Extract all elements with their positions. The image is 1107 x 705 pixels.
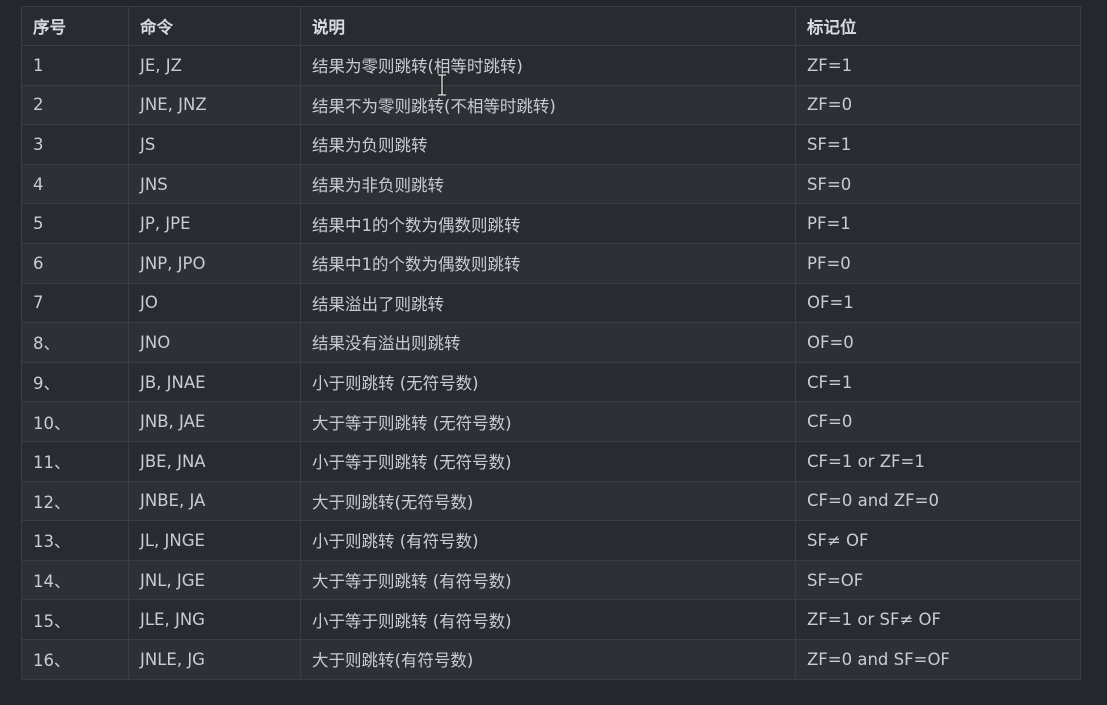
cell-index: 9、 [21, 361, 129, 403]
header-flags: 标记位 [795, 6, 1081, 46]
table-row: 1 JE, JZ 结果为零则跳转(相等时跳转) ZF=1 [21, 45, 1081, 86]
cell-command: JNO [128, 322, 301, 363]
cell-index: 11、 [21, 440, 129, 482]
cell-flags: ZF=0 [795, 84, 1081, 126]
cell-description: 结果没有溢出则跳转 [300, 322, 796, 363]
table-row: 10、 JNB, JAE 大于等于则跳转 (无符号数) CF=0 [21, 401, 1081, 442]
cell-description: 大于则跳转(有符号数) [300, 638, 796, 680]
cell-command: JB, JNAE [128, 361, 301, 403]
cell-description: 结果中1的个数为偶数则跳转 [300, 203, 796, 244]
cell-index: 12、 [21, 480, 129, 522]
cell-index: 4 [21, 163, 129, 205]
cell-flags: SF=OF [795, 559, 1081, 601]
cell-index: 15、 [21, 599, 129, 640]
cell-description: 结果不为零则跳转(不相等时跳转) [300, 84, 796, 126]
table-row: 5 JP, JPE 结果中1的个数为偶数则跳转 PF=1 [21, 203, 1081, 244]
table-row: 11、 JBE, JNA 小于等于则跳转 (无符号数) CF=1 or ZF=1 [21, 440, 1081, 482]
cell-description: 结果为非负则跳转 [300, 163, 796, 205]
cell-index: 7 [21, 282, 129, 324]
cell-description: 大于等于则跳转 (有符号数) [300, 559, 796, 601]
cell-flags: OF=1 [795, 282, 1081, 324]
table-row: 15、 JLE, JNG 小于等于则跳转 (有符号数) ZF=1 or SF≠ OF [21, 599, 1081, 640]
cell-flags: SF≠ OF [795, 520, 1081, 561]
cell-description: 大于等于则跳转 (无符号数) [300, 401, 796, 442]
cell-flags: CF=1 or ZF=1 [795, 440, 1081, 482]
table-row: 3 JS 结果为负则跳转 SF=1 [21, 124, 1081, 165]
cell-flags: CF=0 and ZF=0 [795, 480, 1081, 522]
cell-index: 3 [21, 124, 129, 165]
cell-index: 8、 [21, 322, 129, 363]
cell-index: 2 [21, 84, 129, 126]
cell-flags: PF=1 [795, 203, 1081, 244]
cell-flags: PF=0 [795, 242, 1081, 284]
cell-description: 结果为负则跳转 [300, 124, 796, 165]
cell-index: 16、 [21, 638, 129, 680]
header-row: 序号 命令 说明 标记位 [21, 6, 1081, 46]
cell-command: JBE, JNA [128, 440, 301, 482]
cell-command: JNS [128, 163, 301, 205]
cell-index: 1 [21, 45, 129, 86]
table-row: 16、 JNLE, JG 大于则跳转(有符号数) ZF=0 and SF=OF [21, 638, 1081, 680]
cell-flags: ZF=0 and SF=OF [795, 638, 1081, 680]
cell-index: 13、 [21, 520, 129, 561]
cell-description: 小于则跳转 (有符号数) [300, 520, 796, 561]
cell-flags: OF=0 [795, 322, 1081, 363]
cell-command: JNLE, JG [128, 638, 301, 680]
table-row: 8、 JNO 结果没有溢出则跳转 OF=0 [21, 322, 1081, 363]
cell-index: 10、 [21, 401, 129, 442]
table-row: 2 JNE, JNZ 结果不为零则跳转(不相等时跳转) ZF=0 [21, 84, 1081, 126]
cell-description: 小于等于则跳转 (无符号数) [300, 440, 796, 482]
cell-flags: SF=0 [795, 163, 1081, 205]
table-row: 13、 JL, JNGE 小于则跳转 (有符号数) SF≠ OF [21, 520, 1081, 561]
cell-index: 14、 [21, 559, 129, 601]
cell-command: JO [128, 282, 301, 324]
cell-description: 小于则跳转 (无符号数) [300, 361, 796, 403]
cell-description: 结果中1的个数为偶数则跳转 [300, 242, 796, 284]
header-command: 命令 [128, 6, 301, 46]
cell-command: JNL, JGE [128, 559, 301, 601]
cell-description: 小于等于则跳转 (有符号数) [300, 599, 796, 640]
table-row: 7 JO 结果溢出了则跳转 OF=1 [21, 282, 1081, 324]
table-header: 序号 命令 说明 标记位 [21, 6, 1081, 46]
text-cursor-icon [438, 74, 446, 96]
cell-command: JNBE, JA [128, 480, 301, 522]
cell-flags: SF=1 [795, 124, 1081, 165]
jump-instruction-table: 序号 命令 说明 标记位 1 JE, JZ 结果为零则跳转(相等时跳转) ZF=1 2 J… [21, 6, 1081, 680]
header-description: 说明 [300, 6, 796, 46]
cell-command: JLE, JNG [128, 599, 301, 640]
cell-command: JS [128, 124, 301, 165]
table-row: 6 JNP, JPO 结果中1的个数为偶数则跳转 PF=0 [21, 242, 1081, 284]
cell-flags: CF=0 [795, 401, 1081, 442]
table-container: 序号 命令 说明 标记位 1 JE, JZ 结果为零则跳转(相等时跳转) ZF=1 2 J… [21, 6, 1081, 680]
cell-description: 结果为零则跳转(相等时跳转) [300, 45, 796, 86]
cell-command: JNB, JAE [128, 401, 301, 442]
cell-command: JE, JZ [128, 45, 301, 86]
table-body: 1 JE, JZ 结果为零则跳转(相等时跳转) ZF=1 2 JNE, JNZ 结果不为零则… [21, 45, 1081, 680]
cell-command: JNP, JPO [128, 242, 301, 284]
cell-description: 结果溢出了则跳转 [300, 282, 796, 324]
cell-flags: CF=1 [795, 361, 1081, 403]
cell-command: JL, JNGE [128, 520, 301, 561]
cell-flags: ZF=1 [795, 45, 1081, 86]
cell-index: 6 [21, 242, 129, 284]
header-index: 序号 [21, 6, 129, 46]
table-row: 4 JNS 结果为非负则跳转 SF=0 [21, 163, 1081, 205]
cell-flags: ZF=1 or SF≠ OF [795, 599, 1081, 640]
table-row: 12、 JNBE, JA 大于则跳转(无符号数) CF=0 and ZF=0 [21, 480, 1081, 522]
cell-description: 大于则跳转(无符号数) [300, 480, 796, 522]
cell-index: 5 [21, 203, 129, 244]
table-row: 9、 JB, JNAE 小于则跳转 (无符号数) CF=1 [21, 361, 1081, 403]
table-row: 14、 JNL, JGE 大于等于则跳转 (有符号数) SF=OF [21, 559, 1081, 601]
cell-command: JNE, JNZ [128, 84, 301, 126]
cell-command: JP, JPE [128, 203, 301, 244]
